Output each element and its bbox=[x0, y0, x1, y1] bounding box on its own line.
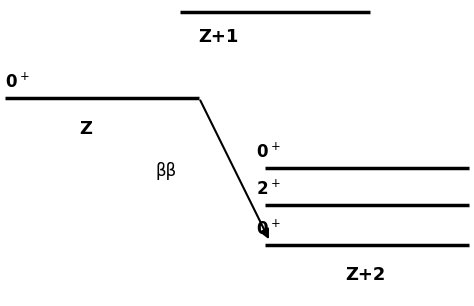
Text: ββ: ββ bbox=[155, 162, 176, 180]
Text: Z+1: Z+1 bbox=[198, 28, 238, 46]
Text: Z+2: Z+2 bbox=[345, 267, 385, 284]
Text: 2$^+$: 2$^+$ bbox=[256, 180, 281, 199]
Text: 0$^+$: 0$^+$ bbox=[256, 219, 281, 239]
Text: 0$^+$: 0$^+$ bbox=[256, 143, 281, 162]
Text: 0$^+$: 0$^+$ bbox=[5, 73, 29, 92]
Text: Z: Z bbox=[79, 120, 92, 137]
